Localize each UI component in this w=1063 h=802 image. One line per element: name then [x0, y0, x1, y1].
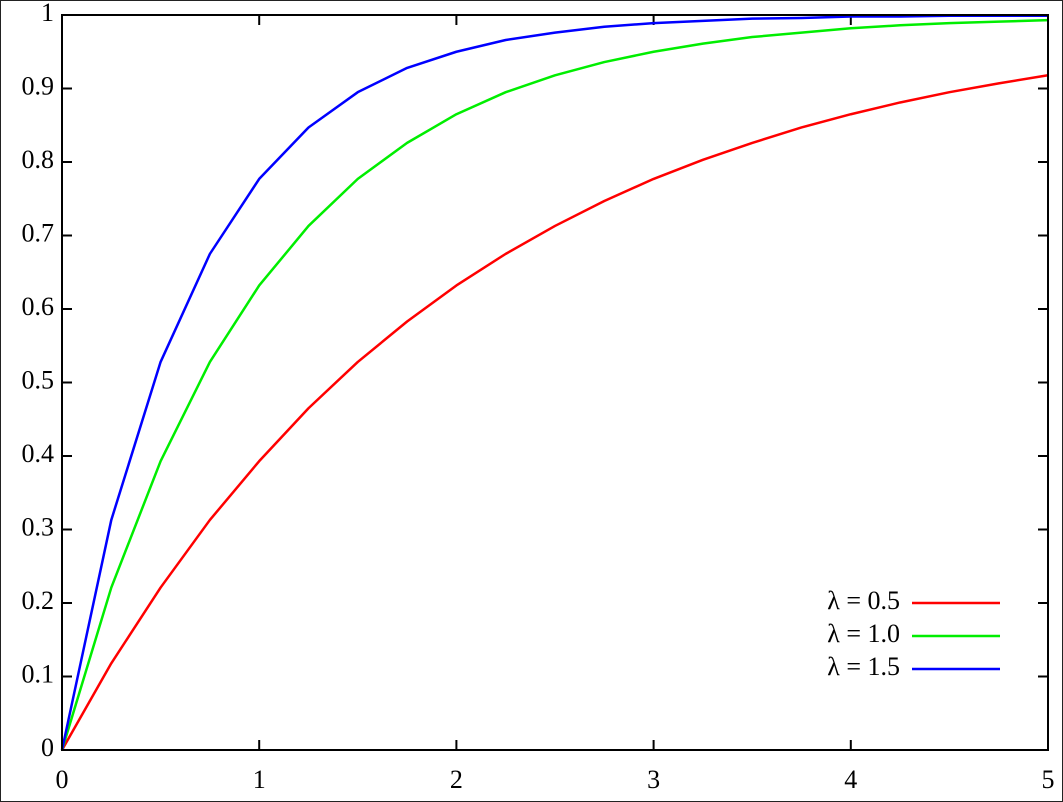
y-tick-label: 0.6 [22, 292, 55, 321]
x-tick-label: 0 [56, 765, 69, 794]
y-tick-label: 0.2 [22, 586, 55, 615]
y-tick-label: 0.9 [22, 71, 55, 100]
x-tick-label: 2 [450, 765, 463, 794]
y-tick-label: 0.8 [22, 145, 55, 174]
x-tick-label: 1 [253, 765, 266, 794]
y-tick-label: 0 [41, 733, 54, 762]
y-tick-label: 1 [41, 0, 54, 27]
legend-label: λ = 1.5 [827, 652, 900, 681]
x-tick-label: 4 [844, 765, 857, 794]
plot-frame [61, 14, 1049, 751]
y-tick-label: 0.5 [22, 365, 55, 394]
line-series [60, 74, 1049, 751]
y-tick-label: 0.1 [22, 659, 55, 688]
line-series [60, 18, 1049, 751]
legend-label: λ = 1.0 [827, 619, 900, 648]
x-tick-label: 3 [647, 765, 660, 794]
y-tick-label: 0.4 [22, 439, 55, 468]
y-tick-label: 0.7 [22, 218, 55, 247]
legend-label: λ = 0.5 [827, 586, 900, 615]
line-series [60, 14, 1048, 751]
x-tick-label: 5 [1042, 765, 1055, 794]
y-tick-label: 0.3 [22, 512, 55, 541]
